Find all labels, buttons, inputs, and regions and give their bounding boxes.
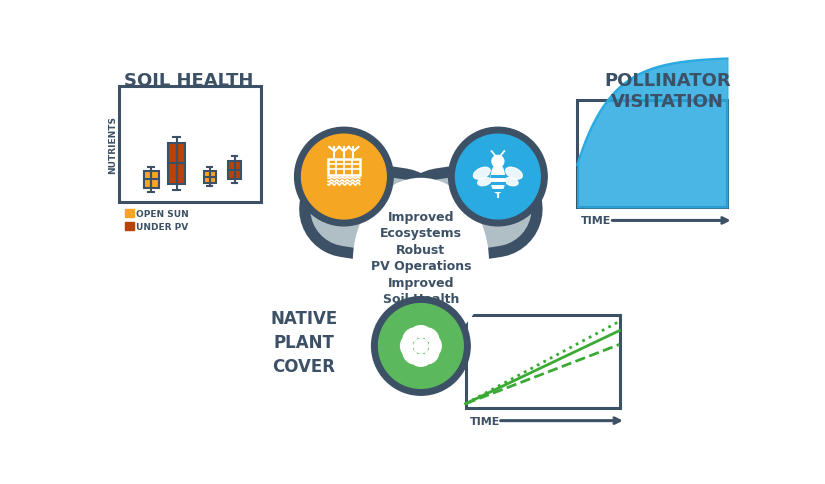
Circle shape <box>295 128 394 227</box>
Circle shape <box>449 128 547 227</box>
Ellipse shape <box>491 165 505 194</box>
Text: Improved
Ecosystems: Improved Ecosystems <box>380 210 462 240</box>
Text: NUTRIENTS: NUTRIENTS <box>108 116 117 174</box>
Bar <box>125 210 134 218</box>
Ellipse shape <box>423 349 439 364</box>
Circle shape <box>455 135 540 219</box>
Text: TIME: TIME <box>581 216 611 226</box>
Ellipse shape <box>478 178 491 186</box>
Bar <box>465 316 620 408</box>
Text: Robust
PV Operations: Robust PV Operations <box>370 243 471 272</box>
Circle shape <box>492 156 504 168</box>
Ellipse shape <box>505 178 518 186</box>
Text: TIME: TIME <box>469 416 500 426</box>
Text: Improved
Soil Health: Improved Soil Health <box>383 276 459 305</box>
Text: NATIVE
PLANT
COVER: NATIVE PLANT COVER <box>271 310 337 375</box>
Bar <box>119 87 262 202</box>
Circle shape <box>302 135 386 219</box>
Ellipse shape <box>403 329 418 344</box>
Ellipse shape <box>429 337 441 355</box>
Bar <box>204 172 216 183</box>
Ellipse shape <box>506 168 522 180</box>
Bar <box>168 144 186 185</box>
Text: UNDER PV: UNDER PV <box>136 223 188 232</box>
Ellipse shape <box>423 329 439 344</box>
Text: POLLINATOR
VISITATION: POLLINATOR VISITATION <box>604 72 731 111</box>
Ellipse shape <box>412 326 430 338</box>
Ellipse shape <box>403 349 418 364</box>
Bar <box>228 162 242 180</box>
Circle shape <box>413 339 428 353</box>
Bar <box>144 172 159 189</box>
Circle shape <box>371 297 470 395</box>
Text: SOIL HEALTH: SOIL HEALTH <box>124 72 253 90</box>
Bar <box>578 100 728 208</box>
Bar <box>328 159 360 176</box>
Ellipse shape <box>401 337 412 355</box>
Circle shape <box>379 304 464 389</box>
Bar <box>125 223 134 231</box>
Ellipse shape <box>474 168 490 180</box>
Ellipse shape <box>412 355 430 366</box>
Ellipse shape <box>354 179 488 344</box>
Text: OPEN SUN: OPEN SUN <box>136 210 189 219</box>
